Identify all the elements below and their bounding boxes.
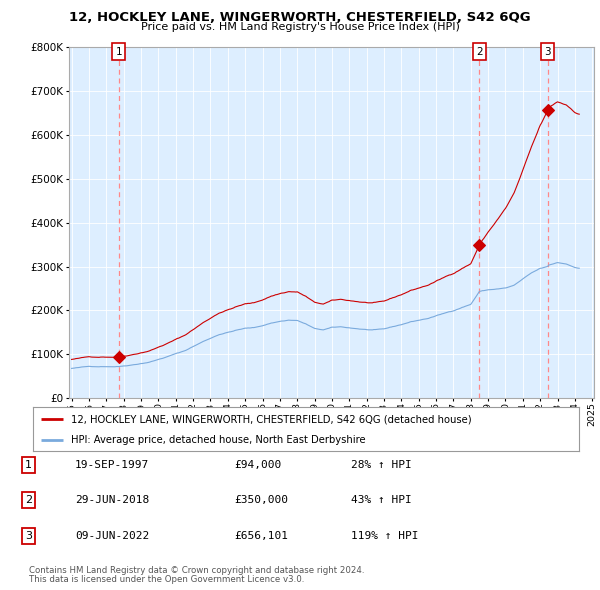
Text: £656,101: £656,101 bbox=[234, 531, 288, 540]
Text: 43% ↑ HPI: 43% ↑ HPI bbox=[351, 496, 412, 505]
Text: 119% ↑ HPI: 119% ↑ HPI bbox=[351, 531, 419, 540]
Point bbox=[475, 240, 484, 250]
Text: Contains HM Land Registry data © Crown copyright and database right 2024.: Contains HM Land Registry data © Crown c… bbox=[29, 566, 364, 575]
Text: £350,000: £350,000 bbox=[234, 496, 288, 505]
Text: 2: 2 bbox=[25, 496, 32, 505]
Text: Price paid vs. HM Land Registry's House Price Index (HPI): Price paid vs. HM Land Registry's House … bbox=[140, 22, 460, 32]
Text: 12, HOCKLEY LANE, WINGERWORTH, CHESTERFIELD, S42 6QG (detached house): 12, HOCKLEY LANE, WINGERWORTH, CHESTERFI… bbox=[71, 414, 472, 424]
Text: 2: 2 bbox=[476, 47, 482, 57]
Text: £94,000: £94,000 bbox=[234, 460, 281, 470]
Text: HPI: Average price, detached house, North East Derbyshire: HPI: Average price, detached house, Nort… bbox=[71, 435, 366, 445]
Text: This data is licensed under the Open Government Licence v3.0.: This data is licensed under the Open Gov… bbox=[29, 575, 304, 584]
Text: 19-SEP-1997: 19-SEP-1997 bbox=[75, 460, 149, 470]
Text: 1: 1 bbox=[115, 47, 122, 57]
Point bbox=[114, 352, 124, 362]
Point bbox=[543, 106, 553, 115]
Text: 3: 3 bbox=[25, 531, 32, 540]
Text: 09-JUN-2022: 09-JUN-2022 bbox=[75, 531, 149, 540]
Text: 3: 3 bbox=[545, 47, 551, 57]
Text: 28% ↑ HPI: 28% ↑ HPI bbox=[351, 460, 412, 470]
Text: 29-JUN-2018: 29-JUN-2018 bbox=[75, 496, 149, 505]
Text: 1: 1 bbox=[25, 460, 32, 470]
Text: 12, HOCKLEY LANE, WINGERWORTH, CHESTERFIELD, S42 6QG: 12, HOCKLEY LANE, WINGERWORTH, CHESTERFI… bbox=[69, 11, 531, 24]
